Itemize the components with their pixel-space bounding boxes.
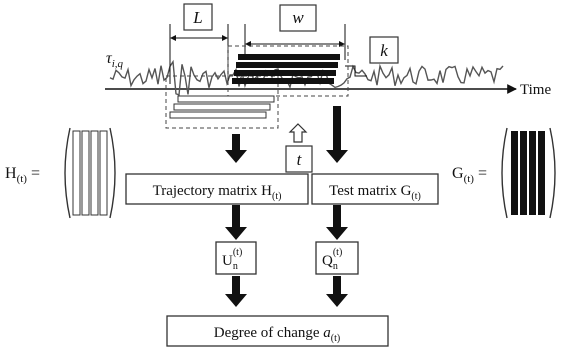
arrow-Q-to-degree — [326, 276, 348, 307]
G-matrix-left-paren — [502, 128, 507, 218]
arrow-U-to-degree — [225, 276, 247, 307]
t-up-arrow — [290, 124, 306, 142]
test-window-bar — [236, 62, 338, 68]
trajectory-window-bar — [174, 104, 270, 110]
H-matrix-column — [73, 131, 80, 215]
H-matrix-label: H(t) = — [5, 165, 40, 185]
G-matrix-column — [529, 131, 536, 215]
arrow-to-Q — [326, 205, 348, 240]
trajectory-window-bar — [170, 112, 266, 118]
time-axis-label: Time — [520, 82, 551, 98]
H-matrix-column — [91, 131, 98, 215]
test-window-bar — [234, 70, 336, 76]
tau-label: τi,q — [106, 50, 124, 70]
G-matrix-column — [538, 131, 545, 215]
H-matrix-right-paren — [110, 128, 115, 218]
L-arrowhead-left — [170, 35, 176, 41]
arrow-to-trajectory — [225, 134, 247, 163]
G-matrix-column — [511, 131, 518, 215]
G-matrix-label: G(t) = — [452, 165, 487, 185]
arrow-to-U — [225, 205, 247, 240]
test-window-bar — [232, 78, 334, 84]
down-arrows — [225, 106, 348, 307]
H-matrix-left-paren — [65, 128, 70, 218]
arrow-to-test — [326, 106, 348, 163]
test-window-bar — [238, 54, 340, 60]
L-label: L — [192, 8, 202, 27]
trajectory-window-bar — [178, 96, 274, 102]
w-label: w — [292, 8, 304, 27]
G-matrix-right-paren — [550, 128, 555, 218]
k-label: k — [380, 41, 388, 60]
G-matrix-column — [520, 131, 527, 215]
L-arrowhead-right — [222, 35, 228, 41]
H-matrix-column — [82, 131, 89, 215]
H-matrix-column — [100, 131, 107, 215]
